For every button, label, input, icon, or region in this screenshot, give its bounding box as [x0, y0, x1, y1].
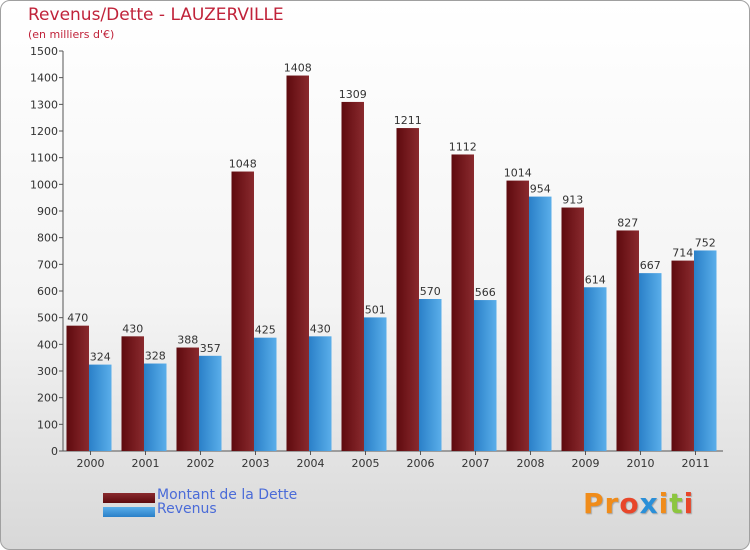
bar-revenus-2011: [694, 250, 717, 451]
y-tick-label: 900: [37, 205, 58, 218]
logo-letter: o: [619, 487, 640, 520]
data-label-revenus-2010: 667: [640, 259, 661, 272]
y-tick-label: 500: [37, 312, 58, 325]
logo-letter: t: [669, 487, 684, 520]
bar-debt-2001: [121, 336, 144, 451]
bar-revenus-2001: [144, 363, 167, 451]
bar-revenus-2009: [584, 287, 607, 451]
logo-letter: i: [683, 487, 695, 520]
y-tick-label: 300: [37, 365, 58, 378]
legend-swatch-revenus: [103, 507, 155, 517]
bar-revenus-2005: [364, 317, 387, 451]
x-tick-label: 2004: [297, 457, 325, 470]
logo-letter: P: [583, 487, 605, 520]
data-label-debt-2009: 913: [562, 194, 583, 207]
y-tick-label: 1100: [30, 152, 58, 165]
legend-label-debt: Montant de la Dette: [157, 487, 298, 503]
chart-title: Revenus/Dette - LAUZERVILLE: [28, 5, 284, 25]
chart-subtitle: (en milliers d'€): [28, 28, 115, 41]
x-tick-label: 2009: [572, 457, 600, 470]
x-tick-label: 2006: [407, 457, 435, 470]
bar-debt-2000: [66, 325, 89, 451]
bar-debt-2009: [561, 207, 584, 451]
data-label-revenus-2005: 501: [365, 303, 386, 316]
x-tick-label: 2005: [352, 457, 380, 470]
data-label-debt-2007: 1112: [449, 140, 477, 153]
y-tick-label: 1000: [30, 178, 58, 191]
bar-debt-2006: [396, 128, 419, 452]
bar-revenus-2008: [529, 196, 552, 451]
bar-revenus-2003: [254, 337, 277, 451]
y-tick-label: 0: [51, 445, 58, 458]
data-label-debt-2008: 1014: [504, 167, 532, 180]
bar-debt-2002: [176, 347, 199, 451]
data-label-revenus-2006: 570: [420, 285, 441, 298]
y-tick-label: 1400: [30, 72, 58, 85]
y-tick-label: 400: [37, 338, 58, 351]
x-tick-label: 2001: [132, 457, 160, 470]
data-label-debt-2011: 714: [672, 247, 693, 260]
data-label-revenus-2002: 357: [200, 342, 221, 355]
data-label-revenus-2003: 425: [255, 324, 276, 337]
bar-debt-2004: [286, 75, 309, 452]
bar-debt-2003: [231, 171, 254, 452]
bar-revenus-2010: [639, 273, 662, 451]
bar-debt-2010: [616, 230, 639, 451]
x-tick-label: 2011: [682, 457, 710, 470]
y-tick-label: 600: [37, 285, 58, 298]
y-tick-label: 100: [37, 418, 58, 431]
data-label-debt-2003: 1048: [229, 158, 257, 171]
data-label-debt-2005: 1309: [339, 88, 367, 101]
proxiti-logo: Proxiti: [583, 487, 694, 520]
data-label-debt-2004: 1408: [284, 62, 312, 75]
bar-revenus-2006: [419, 299, 442, 451]
legend-swatch-debt: [103, 493, 155, 503]
logo-letter: r: [604, 487, 620, 520]
x-tick-label: 2008: [517, 457, 545, 470]
bar-revenus-2004: [309, 336, 332, 451]
x-tick-label: 2003: [242, 457, 270, 470]
y-tick-label: 1300: [30, 98, 58, 111]
data-label-revenus-2000: 324: [90, 351, 111, 364]
x-tick-label: 2002: [187, 457, 215, 470]
data-label-revenus-2001: 328: [145, 350, 166, 363]
y-tick-label: 700: [37, 258, 58, 271]
bar-revenus-2002: [199, 355, 222, 451]
y-tick-label: 200: [37, 392, 58, 405]
data-label-debt-2001: 430: [122, 322, 143, 335]
bar-debt-2011: [671, 260, 694, 451]
bar-revenus-2007: [474, 300, 497, 451]
bar-debt-2007: [451, 154, 474, 451]
logo-letter: x: [639, 487, 659, 520]
data-label-debt-2002: 388: [177, 334, 198, 347]
bar-revenus-2000: [89, 364, 112, 451]
data-label-revenus-2004: 430: [310, 322, 331, 335]
x-tick-label: 2007: [462, 457, 490, 470]
x-tick-label: 2010: [627, 457, 655, 470]
bar-debt-2008: [506, 180, 529, 451]
data-label-debt-2010: 827: [617, 216, 638, 229]
logo-letter: i: [658, 487, 670, 520]
legend-label-revenus: Revenus: [157, 501, 217, 517]
data-label-debt-2006: 1211: [394, 114, 422, 127]
y-tick-label: 800: [37, 232, 58, 245]
y-tick-label: 1500: [30, 45, 58, 58]
data-label-revenus-2009: 614: [585, 273, 606, 286]
x-tick-label: 2000: [77, 457, 105, 470]
data-label-debt-2000: 470: [67, 312, 88, 325]
data-label-revenus-2011: 752: [695, 236, 716, 249]
y-tick-label: 1200: [30, 125, 58, 138]
data-label-revenus-2007: 566: [475, 286, 496, 299]
data-label-revenus-2008: 954: [530, 183, 551, 196]
bar-debt-2005: [341, 101, 364, 451]
